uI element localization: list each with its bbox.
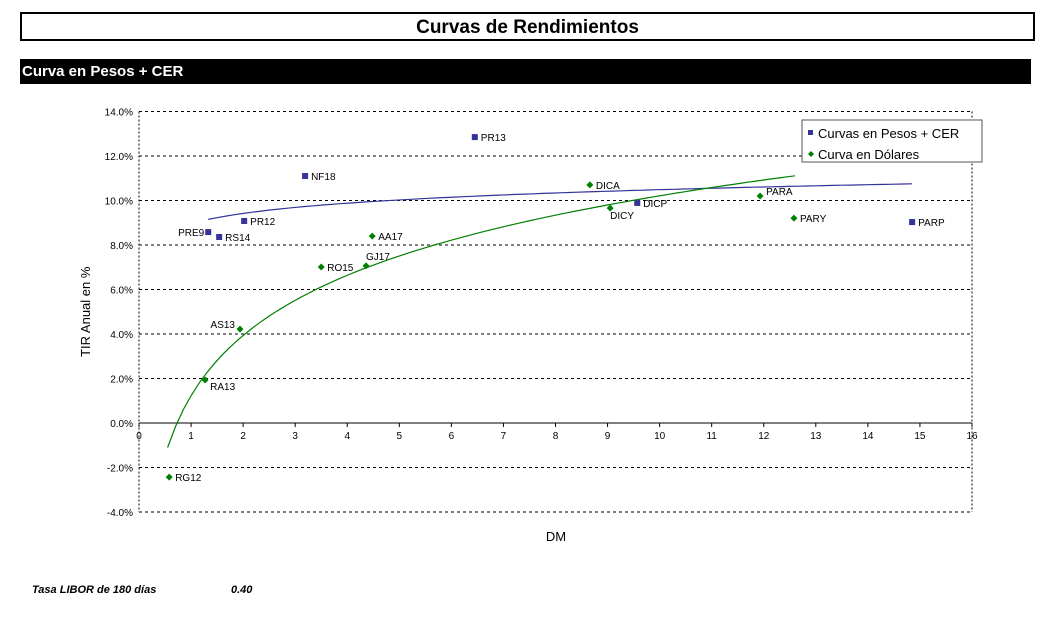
x-tick-label: 3 (292, 431, 298, 442)
legend-marker (808, 130, 813, 135)
data-label: RA13 (210, 382, 235, 393)
page-title: Curvas de Rendimientos (20, 12, 1035, 41)
data-point (362, 262, 370, 270)
data-label: NF18 (311, 172, 336, 183)
x-tick-label: 12 (758, 431, 770, 442)
x-tick-label: 13 (810, 431, 822, 442)
x-tick-label: 0 (136, 431, 142, 442)
data-point (909, 219, 916, 226)
libor-value: 0.40 (231, 584, 253, 596)
data-label: GJ17 (366, 252, 390, 263)
x-tick-label: 6 (449, 431, 455, 442)
data-label: PARY (800, 214, 827, 225)
data-label: PR13 (481, 133, 506, 144)
data-label: DICY (610, 211, 634, 222)
x-axis-label: DM (546, 529, 566, 544)
y-tick-label: 14.0% (105, 108, 133, 119)
data-label: DICP (643, 199, 667, 210)
section-header: Curva en Pesos + CER (20, 59, 1031, 84)
data-point (241, 217, 248, 224)
legend (801, 119, 983, 163)
y-tick-label: 10.0% (105, 197, 133, 208)
data-point (317, 263, 325, 271)
legend-label: Curva en Dólares (818, 147, 920, 162)
y-tick-label: 12.0% (105, 152, 133, 163)
data-label: RO15 (327, 263, 354, 274)
data-point (756, 192, 764, 200)
yield-curve-chart: -4.0% -2.0% 0.0% 2.0% 4.0% 6.0% 8.0% 10.0% 12.0%… (60, 98, 985, 553)
y-tick-label: 0.0% (110, 419, 133, 430)
x-tick-label: 7 (501, 431, 507, 442)
data-label: AA17 (378, 232, 403, 243)
x-tick-label: 1 (188, 431, 194, 442)
x-tick-label: 16 (966, 431, 978, 442)
data-label: RS14 (225, 233, 250, 244)
data-point (586, 181, 594, 189)
data-point (165, 473, 173, 481)
y-tick-label: -4.0% (107, 508, 133, 519)
y-tick-label: 4.0% (110, 330, 133, 341)
legend-marker (808, 151, 814, 157)
y-tick-label: 8.0% (110, 241, 133, 252)
x-tick-label: 4 (344, 431, 350, 442)
trendline-0 (208, 183, 913, 220)
y-tick-label: -2.0% (107, 464, 133, 475)
y-tick-label: 6.0% (110, 286, 133, 297)
data-point (216, 233, 223, 240)
legend-label: Curvas en Pesos + CER (818, 126, 959, 141)
data-point (205, 229, 212, 236)
plot-background (60, 98, 985, 553)
trendline-1 (167, 175, 796, 448)
x-tick-label: 15 (914, 431, 926, 442)
x-tick-label: 10 (654, 431, 666, 442)
x-tick-label: 2 (240, 431, 246, 442)
x-tick-label: 9 (605, 431, 611, 442)
data-label: RG12 (175, 473, 202, 484)
data-label: DICA (596, 181, 620, 192)
y-axis-label: TIR Anual en % (78, 266, 93, 357)
data-point (634, 199, 641, 206)
data-point (302, 173, 309, 180)
y-tick-label: 2.0% (110, 375, 133, 386)
data-point (790, 214, 798, 222)
x-tick-label: 5 (397, 431, 403, 442)
data-label: AS13 (211, 320, 236, 331)
data-point (236, 325, 244, 333)
data-label: PARP (918, 218, 945, 229)
data-point (201, 376, 209, 384)
data-label: PARA (766, 187, 793, 198)
x-tick-label: 8 (553, 431, 559, 442)
x-tick-label: 14 (862, 431, 874, 442)
libor-label: Tasa LIBOR de 180 días (32, 584, 157, 596)
data-point (368, 232, 376, 240)
data-label: PR12 (250, 217, 275, 228)
data-point (471, 134, 478, 141)
x-tick-label: 11 (706, 431, 717, 442)
data-point (606, 204, 614, 212)
data-label: PRE9 (178, 228, 205, 239)
